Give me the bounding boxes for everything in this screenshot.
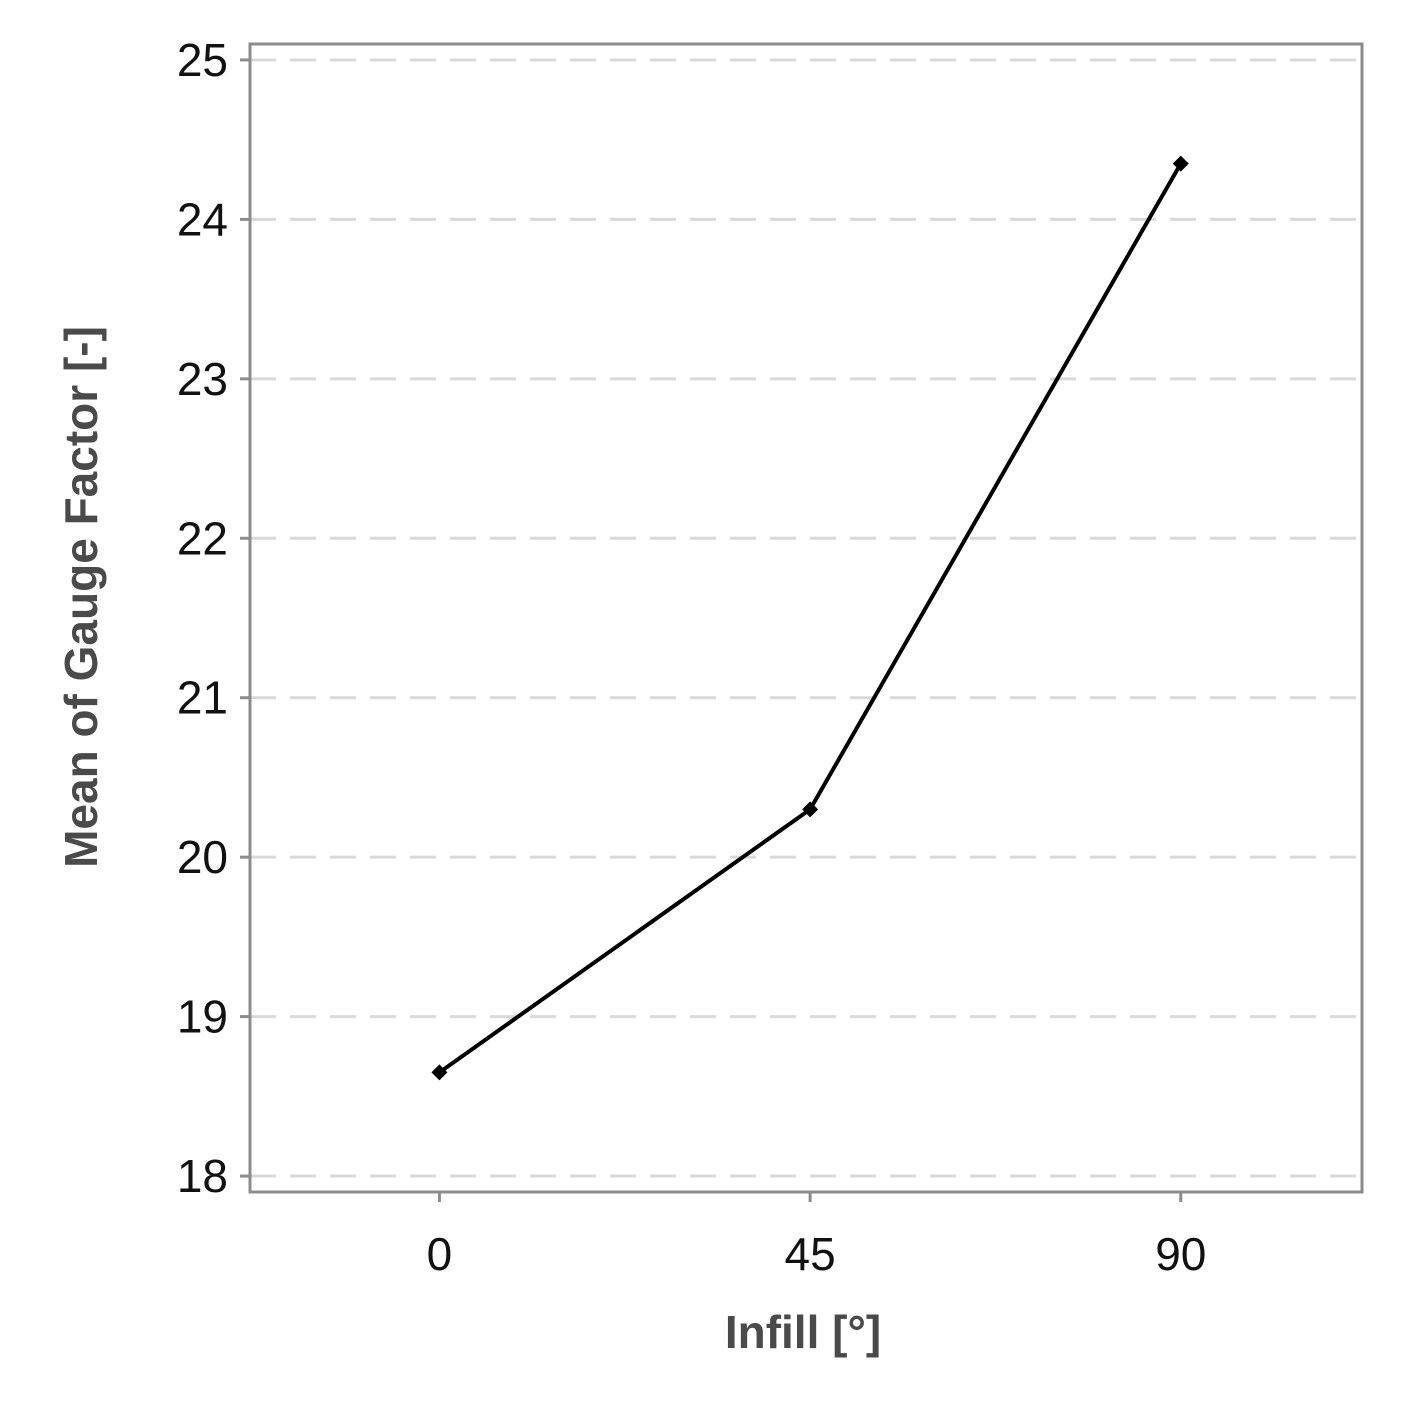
y-axis-title: Mean of Gauge Factor [-]	[55, 326, 107, 868]
data-point	[802, 801, 819, 818]
x-tick-label: 0	[427, 1228, 453, 1280]
series-line	[438, 162, 1183, 1075]
series-layer	[431, 155, 1189, 1081]
data-point	[1172, 155, 1189, 172]
y-tick-label: 23	[177, 353, 228, 405]
y-tick-label: 22	[177, 512, 228, 564]
y-tick-label: 25	[177, 34, 228, 86]
grid-lines	[250, 58, 1362, 1178]
x-axis: 0 45 90	[427, 1192, 1206, 1280]
y-tick-label: 20	[177, 831, 228, 883]
x-tick-label: 90	[1155, 1228, 1206, 1280]
y-tick-label: 21	[177, 672, 228, 724]
y-tick-label: 19	[177, 991, 228, 1043]
y-axis: 18 19 20 21 22 23 24 25	[177, 34, 250, 1202]
x-tick-label: 45	[785, 1228, 836, 1280]
x-axis-title: Infill [°]	[725, 1306, 881, 1358]
plot-frame	[248, 42, 1364, 1194]
y-tick-label: 24	[177, 193, 228, 245]
data-point	[431, 1064, 448, 1081]
y-tick-label: 18	[177, 1150, 228, 1202]
